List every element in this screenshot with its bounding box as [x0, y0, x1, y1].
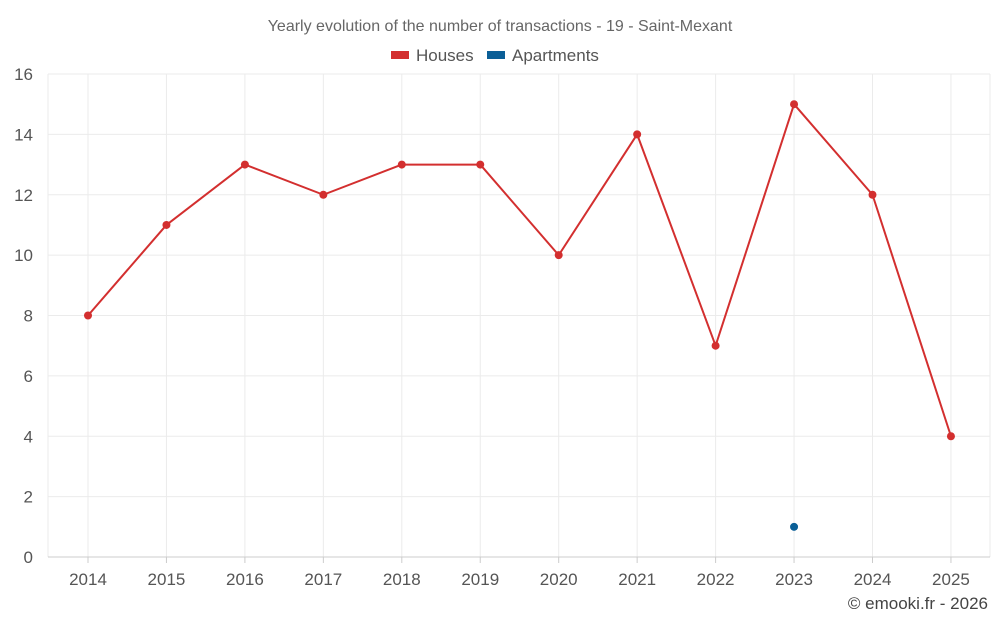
data-point-houses[interactable] — [240, 160, 249, 169]
y-tick-label: 14 — [14, 125, 33, 144]
data-point-houses[interactable] — [319, 190, 328, 199]
data-point-houses[interactable] — [162, 220, 171, 229]
x-tick-label: 2025 — [932, 570, 970, 589]
data-point-houses[interactable] — [633, 130, 642, 139]
legend-swatch-houses[interactable] — [391, 51, 409, 59]
y-tick-label: 10 — [14, 246, 33, 265]
x-tick-label: 2024 — [854, 570, 892, 589]
x-tick-label: 2014 — [69, 570, 107, 589]
series-layer — [84, 100, 955, 531]
x-tick-label: 2021 — [618, 570, 656, 589]
y-axis: 0 2 4 6 8 10 12 14 16 — [14, 65, 33, 567]
y-tick-label: 16 — [14, 65, 33, 84]
x-tick-label: 2023 — [775, 570, 813, 589]
x-tick-label: 2015 — [148, 570, 186, 589]
legend-swatch-apartments[interactable] — [487, 51, 505, 59]
y-tick-label: 0 — [24, 548, 33, 567]
x-tick-label: 2018 — [383, 570, 421, 589]
y-tick-label: 12 — [14, 186, 33, 205]
series-houses — [84, 100, 955, 441]
data-point-houses[interactable] — [711, 341, 720, 350]
data-point-houses[interactable] — [84, 311, 92, 320]
legend-label-houses[interactable]: Houses — [416, 46, 474, 65]
x-tick-label: 2020 — [540, 570, 578, 589]
y-tick-label: 6 — [24, 367, 33, 386]
series-line-houses — [87, 103, 952, 437]
grid — [47, 73, 991, 558]
legend: Houses Apartments — [391, 46, 599, 65]
y-tick-label: 2 — [24, 488, 33, 507]
data-point-houses[interactable] — [946, 432, 955, 441]
legend-label-apartments[interactable]: Apartments — [512, 46, 599, 65]
credit-text: © emooki.fr - 2026 — [848, 594, 988, 613]
data-point-houses[interactable] — [790, 100, 799, 109]
x-tick-label: 2017 — [304, 570, 342, 589]
x-tick-label: 2022 — [697, 570, 735, 589]
y-tick-label: 4 — [24, 427, 33, 446]
y-tick-label: 8 — [24, 307, 33, 326]
data-point-houses[interactable] — [397, 160, 406, 169]
chart-title: Yearly evolution of the number of transa… — [268, 18, 733, 35]
x-tick-label: 2016 — [226, 570, 264, 589]
x-tick-label: 2019 — [461, 570, 499, 589]
data-point-houses[interactable] — [476, 160, 485, 169]
data-point-houses[interactable] — [868, 190, 877, 199]
data-point-apartments[interactable] — [790, 522, 799, 531]
data-point-houses[interactable] — [554, 251, 563, 260]
series-apartments — [790, 522, 799, 531]
x-axis: 2014 2015 2016 2017 2018 2019 2020 2021 2022 2023… — [69, 557, 970, 589]
